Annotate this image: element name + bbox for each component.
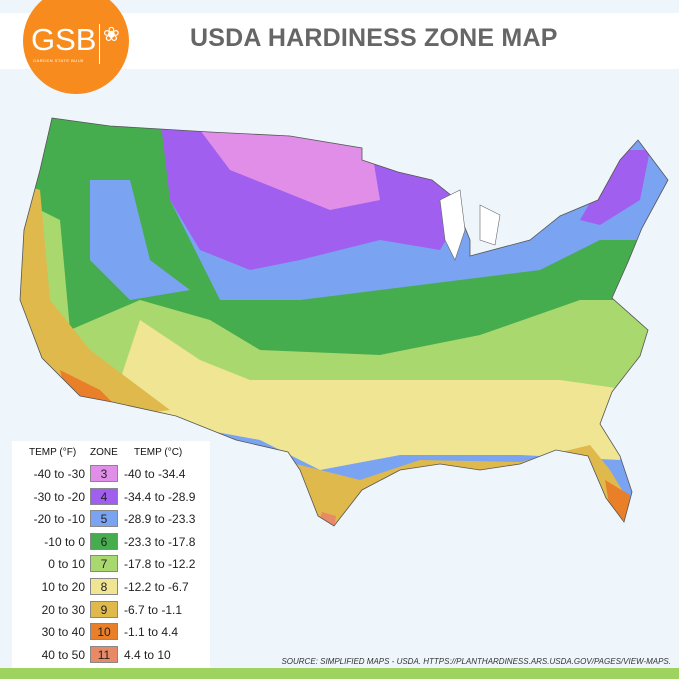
zone-8-area: [120, 320, 630, 470]
zone-swatch: 8: [90, 578, 118, 595]
legend-row: 30 to 40 10 -1.1 to 4.4: [12, 622, 210, 642]
temp-f: 20 to 30: [41, 602, 85, 617]
zone-swatch: 6: [90, 532, 118, 550]
legend-header-temp-f: TEMP (°F): [29, 447, 77, 458]
legend-header-zone: ZONE: [90, 447, 118, 458]
legend-header-temp-c: TEMP (°C): [134, 447, 183, 458]
logo-subtext: GARDEN STATE BULB: [33, 58, 84, 63]
temp-f: 0 to 10: [48, 557, 85, 572]
temp-f: -10 to 0: [44, 534, 85, 549]
legend-row: -30 to -20 4 -34.4 to -28.9: [12, 487, 210, 507]
zone-legend: TEMP (°F) ZONE TEMP (°C) -40 to -30 3 -4…: [12, 441, 210, 668]
logo-divider: [99, 24, 100, 64]
zone-swatch: 3: [90, 465, 118, 482]
zone-swatch: 10: [90, 623, 118, 641]
page-title: USDA HARDINESS ZONE MAP: [190, 24, 558, 52]
legend-row: 10 to 20 8 -12.2 to -6.7: [12, 577, 210, 597]
temp-f: -30 to -20: [33, 489, 85, 504]
temp-c: 4.4 to 10: [124, 647, 171, 662]
gsb-logo: GSB ❀ GARDEN STATE BULB: [23, 0, 129, 94]
zone-9-west-area: [20, 180, 170, 420]
great-lakes: [439, 189, 501, 261]
temp-f: -20 to -10: [33, 512, 85, 527]
legend-row: -40 to -30 3 -40 to -34.4: [12, 464, 210, 484]
temp-c: -28.9 to -23.3: [124, 512, 196, 527]
zone-3-area: [200, 130, 380, 210]
zone-4-area-northeast: [580, 150, 650, 225]
zone-swatch: 9: [90, 600, 118, 618]
temp-f: -40 to -30: [33, 467, 85, 481]
temp-c: -12.2 to -6.7: [124, 580, 189, 594]
zone-swatch: 11: [90, 645, 118, 663]
zone-5-mountain-area: [90, 180, 190, 300]
legend-row: 40 to 50 11 4.4 to 10: [12, 645, 210, 665]
footer-bar: [0, 668, 679, 679]
zone-swatch: 7: [90, 555, 118, 573]
tulip-icon: ❀: [103, 24, 120, 46]
legend-row: -10 to 0 6 -23.3 to -17.8: [12, 532, 210, 552]
legend-row: -20 to -10 5 -28.9 to -23.3: [12, 509, 210, 529]
legend-row: 0 to 10 7 -17.8 to -12.2: [12, 554, 210, 574]
temp-c: -40 to -34.4: [124, 467, 186, 481]
zone-swatch: 5: [90, 510, 118, 528]
temp-c: -23.3 to -17.8: [124, 534, 196, 549]
temp-f: 10 to 20: [41, 580, 85, 594]
temp-c: -17.8 to -12.2: [124, 557, 196, 572]
logo-text: GSB: [31, 22, 97, 57]
temp-f: 30 to 40: [41, 625, 85, 640]
legend-row: 20 to 30 9 -6.7 to -1.1: [12, 600, 210, 620]
temp-f: 40 to 50: [41, 647, 85, 662]
us-outline: [19, 117, 669, 527]
temp-c: -6.7 to -1.1: [124, 602, 183, 617]
temp-c: -34.4 to -28.9: [124, 489, 196, 504]
source-citation: SOURCE: SIMPLIFIED MAPS - USDA. HTTPS://…: [281, 657, 671, 666]
zone-10-florida-area: [605, 480, 630, 525]
zone-6-area: [30, 118, 660, 380]
temp-c: -1.1 to 4.4: [124, 625, 179, 640]
zone-swatch: 4: [90, 487, 118, 505]
